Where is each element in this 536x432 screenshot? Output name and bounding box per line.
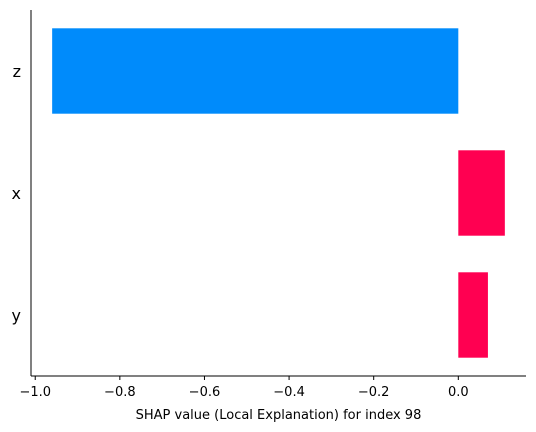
x-tick-label: −0.2	[358, 385, 390, 400]
bar-y	[458, 272, 488, 358]
axes	[30, 10, 526, 377]
y-category-labels: z x y	[12, 62, 21, 325]
x-tick-label: 0.0	[448, 385, 469, 400]
x-ticks: −1.0 −0.8 −0.6 −0.4 −0.2 0.0	[19, 376, 469, 400]
bar-x	[458, 150, 505, 236]
bar-z	[52, 28, 459, 114]
bars	[52, 28, 505, 358]
x-tick-label: −0.8	[104, 385, 136, 400]
x-tick-label: −0.4	[273, 385, 305, 400]
y-label-z: z	[13, 62, 21, 81]
y-label-y: y	[12, 306, 21, 325]
y-label-x: x	[12, 184, 21, 203]
x-tick-label: −1.0	[19, 385, 51, 400]
x-tick-label: −0.6	[189, 385, 221, 400]
x-axis-title: SHAP value (Local Explanation) for index…	[136, 408, 422, 423]
